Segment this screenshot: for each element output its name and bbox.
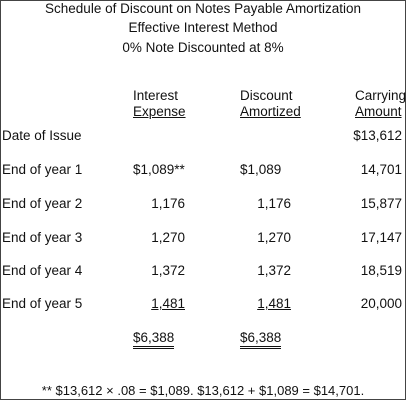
title-line-3: 0% Note Discounted at 8% bbox=[122, 40, 284, 55]
discount-amortized-cell: 1,481 bbox=[257, 296, 291, 311]
carrying-amount-cell: $13,612 bbox=[353, 128, 402, 143]
discount-amortized-cell: 1,372 bbox=[257, 263, 291, 278]
discount-amortized-cell: $1,089 bbox=[240, 162, 282, 177]
row-label: Date of Issue bbox=[2, 128, 82, 143]
discount-header-bottom: Amortized bbox=[240, 104, 301, 119]
table-row: End of year 4 1,372 1,372 18,519 bbox=[0, 263, 406, 279]
row-label: End of year 2 bbox=[2, 196, 83, 211]
carrying-amount-cell: 17,147 bbox=[360, 230, 402, 245]
interest-expense-cell: 1,481 bbox=[151, 296, 185, 311]
interest-expense-cell: 1,176 bbox=[151, 196, 185, 211]
interest-header-bottom: Expense bbox=[133, 104, 186, 119]
row-label: End of year 1 bbox=[2, 162, 83, 177]
table-row: End of year 5 1,481 1,481 20,000 bbox=[0, 296, 406, 312]
totals-row: $6,388 $6,388 bbox=[0, 330, 406, 349]
carrying-amount-cell: 20,000 bbox=[360, 296, 402, 311]
row-label: End of year 4 bbox=[2, 263, 83, 278]
interest-expense-cell: 1,372 bbox=[151, 263, 185, 278]
interest-expense-total: $6,388 bbox=[133, 330, 175, 349]
interest-expense-cell: $1,089** bbox=[133, 162, 185, 177]
footnote: ** $13,612 × .08 = $1,089. $13,612 + $1,… bbox=[41, 383, 365, 398]
carrying-amount-cell: 15,877 bbox=[360, 196, 402, 211]
table-row: End of year 3 1,270 1,270 17,147 bbox=[0, 230, 406, 246]
carrying-header-top: Carrying bbox=[355, 88, 406, 103]
interest-header-top: Interest bbox=[133, 88, 179, 103]
discount-amortized-cell: 1,270 bbox=[257, 230, 291, 245]
table-row: End of year 2 1,176 1,176 15,877 bbox=[0, 196, 406, 212]
carrying-amount-cell: 14,701 bbox=[360, 162, 402, 177]
discount-header-top: Discount bbox=[240, 88, 293, 103]
table-row: End of year 1 $1,089** $1,089 14,701 bbox=[0, 162, 406, 178]
interest-expense-cell: 1,270 bbox=[151, 230, 185, 245]
title-line-2: Effective Interest Method bbox=[128, 20, 278, 35]
row-label: End of year 3 bbox=[2, 230, 83, 245]
discount-amortized-cell: 1,176 bbox=[257, 196, 291, 211]
carrying-amount-cell: 18,519 bbox=[360, 263, 402, 278]
carrying-header-bottom: Amount bbox=[355, 104, 402, 119]
table-row: Date of Issue $13,612 bbox=[0, 128, 406, 144]
row-label: End of year 5 bbox=[2, 296, 83, 311]
discount-amortized-total: $6,388 bbox=[240, 330, 282, 349]
title-line-1: Schedule of Discount on Notes Payable Am… bbox=[45, 1, 361, 16]
